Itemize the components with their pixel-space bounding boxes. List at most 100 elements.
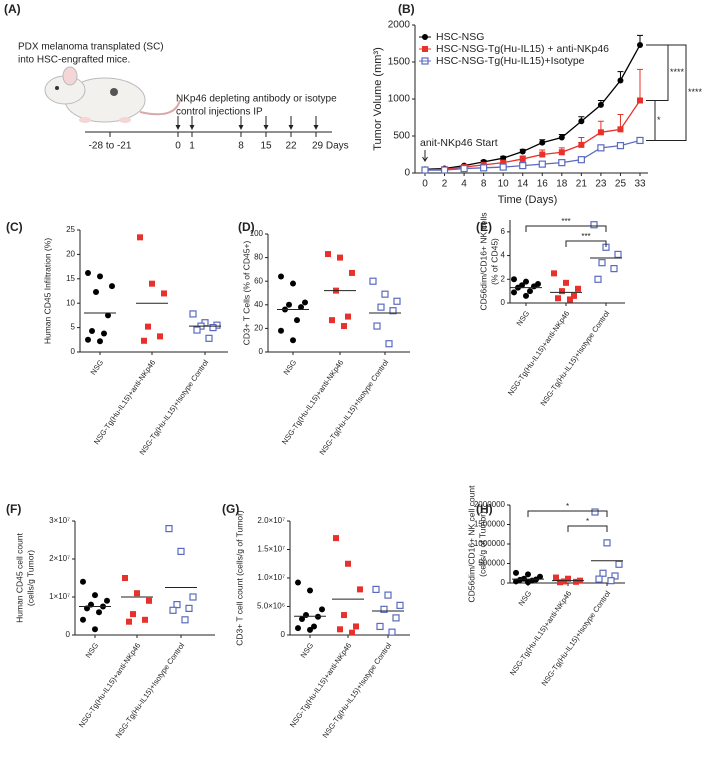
x-tick-label: 2 (442, 179, 448, 190)
data-point (637, 41, 643, 48)
significance-bracket (565, 240, 607, 247)
error-bar (637, 68, 643, 101)
data-point (376, 622, 384, 631)
arrow-head (238, 125, 244, 130)
y-tick-label: 0 (404, 168, 410, 179)
x-tick-label: NSG-Tg(Hu-IL15)+Isotype Control (320, 641, 393, 740)
data-point (357, 586, 363, 593)
timeline-label: 0 (175, 141, 181, 152)
data-point (598, 259, 606, 267)
y-tick-label: 6 (501, 227, 506, 236)
data-point (617, 77, 624, 84)
data-point (149, 280, 155, 287)
data-point (595, 575, 603, 583)
timeline-label: 8 (238, 141, 244, 152)
data-point (122, 575, 128, 581)
data-point (278, 273, 284, 280)
x-tick-label: NSG-Tg(Hu-IL15)+anti-NKp46 (92, 358, 157, 446)
x-tick-label: NSG (517, 589, 534, 608)
x-tick-label: 4 (461, 179, 467, 190)
data-point (607, 577, 615, 585)
arrow-head (189, 125, 195, 130)
data-point (511, 276, 517, 283)
arrow-head (175, 125, 181, 130)
data-point (567, 296, 573, 303)
data-point (299, 616, 305, 623)
x-tick-label: 10 (498, 179, 510, 190)
y-axis-label: (cells/g Tumor) (25, 550, 35, 606)
data-point (388, 628, 396, 636)
data-point (389, 307, 397, 315)
data-point (519, 148, 526, 155)
data-point (591, 508, 599, 516)
data-point (341, 323, 347, 330)
data-point (381, 290, 389, 298)
data-point (319, 606, 325, 613)
data-point (181, 616, 189, 624)
data-point (603, 539, 611, 547)
y-axis-label: (cells/g of Tumor) (477, 511, 487, 577)
data-point (97, 273, 103, 280)
y-tick-label: 4 (501, 251, 506, 260)
data-point (307, 626, 313, 633)
x-tick-label: NSG (299, 641, 316, 660)
data-point (480, 164, 488, 172)
panel-label: (G) (222, 502, 239, 516)
x-tick-label: NSG-Tg(Hu-IL15)+Isotype Control (538, 309, 611, 408)
significance-bracket (527, 510, 608, 517)
annotation-arrow (422, 150, 428, 162)
y-tick-label: 20 (66, 250, 75, 259)
arrow-head (313, 125, 319, 130)
y-tick-label: 60 (254, 276, 263, 285)
data-point (525, 579, 531, 586)
arrow-head (263, 125, 269, 130)
y-tick-label: 20 (254, 324, 263, 333)
data-point (369, 277, 377, 285)
x-tick-label: 14 (517, 179, 529, 190)
data-point (333, 535, 339, 542)
significance-label: **** (670, 67, 685, 77)
data-point (325, 251, 331, 258)
data-point (511, 289, 517, 296)
significance-label: **** (688, 87, 703, 97)
data-point (393, 297, 401, 305)
data-point (616, 142, 625, 150)
data-point (96, 609, 102, 616)
y-tick-label: 1.0×10⁷ (257, 573, 285, 582)
timeline-label: 1 (189, 141, 195, 152)
y-tick-label: 1000000 (474, 539, 506, 548)
data-point (539, 151, 546, 158)
y-tick-label: 2000000 (474, 500, 506, 509)
schematic: (A) PDX melanoma transplated (SC) into H… (4, 2, 337, 133)
panel-label: (H) (476, 502, 493, 516)
data-point (531, 283, 537, 290)
significance-bracket (646, 44, 669, 101)
data-point (571, 292, 577, 299)
series-line (424, 100, 641, 171)
data-point (440, 166, 449, 174)
data-point (349, 629, 355, 636)
y-tick-label: 1×10⁷ (49, 592, 70, 601)
data-point (614, 250, 622, 258)
data-point (513, 578, 519, 585)
data-point (104, 597, 110, 604)
data-point (93, 288, 99, 295)
y-tick-label: 25 (66, 225, 75, 234)
data-point (555, 295, 561, 302)
y-tick-label: 1.5×10⁷ (257, 545, 285, 554)
data-point (145, 323, 151, 330)
data-point (561, 578, 567, 585)
data-point (499, 163, 507, 171)
y-tick-label: 500 (393, 131, 410, 142)
data-point (551, 270, 557, 277)
data-point (173, 600, 181, 609)
data-point (377, 303, 385, 311)
y-tick-label: 15 (66, 274, 75, 283)
data-point (380, 605, 388, 613)
data-point (92, 592, 98, 599)
data-point (392, 614, 400, 622)
x-tick-label: 23 (595, 179, 607, 190)
data-point (558, 159, 566, 167)
significance-bracket (525, 225, 607, 232)
data-point (315, 613, 321, 620)
